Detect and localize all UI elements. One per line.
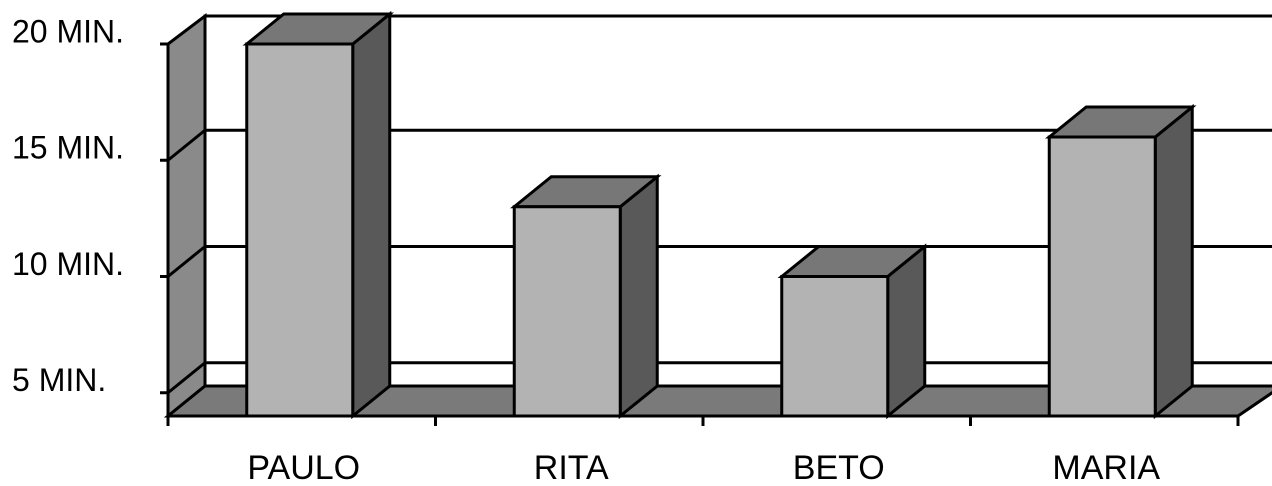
x-category-label: RITA [534,449,609,486]
bar-side [1153,103,1194,420]
x-category-label: MARIA [1052,449,1160,486]
gridline-side [167,245,206,278]
x-category-labels: PAULO RITA BETO MARIA [247,449,1160,486]
bar-front [780,275,890,418]
x-category-label: BETO [793,449,885,486]
bar-side [618,173,659,420]
bar-front [512,205,622,418]
y-tick-label: 20 MIN. [12,13,124,49]
x-category-label: PAULO [247,449,360,486]
y-tick-labels: 5 MIN. 10 MIN. 15 MIN. 20 MIN. [12,13,124,398]
gridline-side [167,361,206,394]
bar-rita [510,173,662,420]
y-tick-label: 5 MIN. [12,362,106,398]
bars [242,10,1197,420]
bar-side [351,10,392,420]
side-wall [166,12,207,420]
bar-front [245,42,355,418]
bar-beto [777,243,929,420]
bar-maria [1045,103,1197,420]
axes [160,42,1240,426]
bar-front [1047,135,1157,418]
y-tick-label: 15 MIN. [12,130,124,166]
y-tick-label: 10 MIN. [12,246,124,282]
gridline-side [167,129,206,162]
bar-paulo [242,10,394,420]
